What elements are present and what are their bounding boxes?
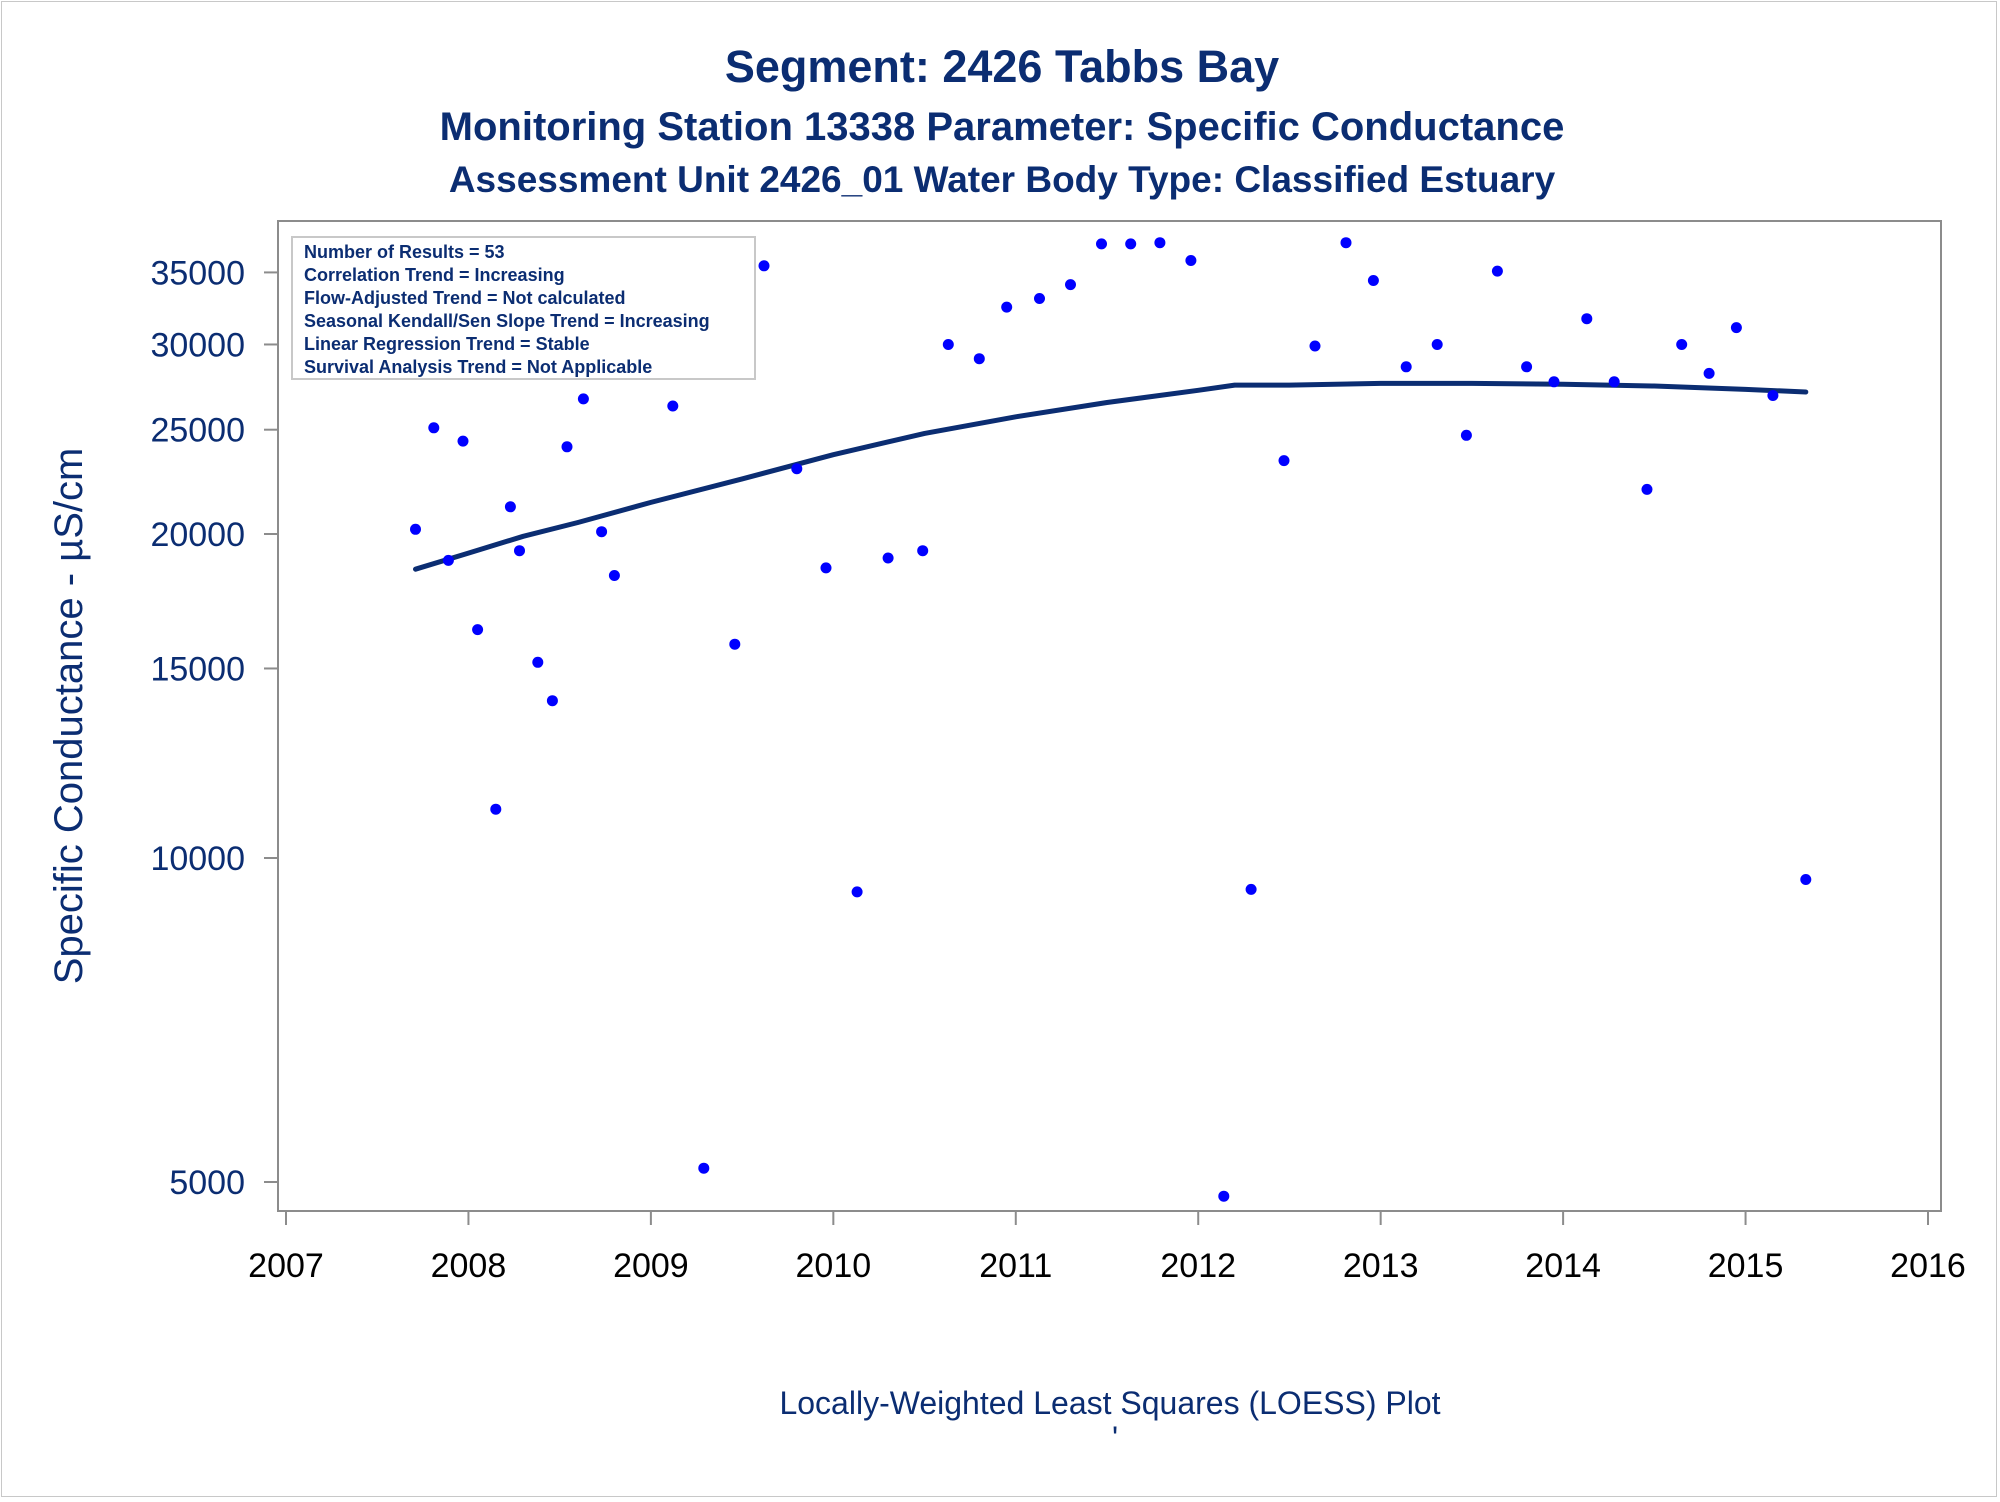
data-point (1521, 361, 1533, 373)
chart-title: Segment: 2426 Tabbs Bay (725, 41, 1279, 92)
data-point (428, 422, 440, 434)
data-point (596, 526, 608, 538)
data-point (1065, 279, 1076, 291)
stats-line: Flow-Adjusted Trend = Not calculated (304, 288, 626, 308)
data-point (1641, 483, 1653, 495)
y-tick-label: 20000 (150, 516, 245, 554)
data-point (490, 803, 502, 815)
data-point (410, 523, 421, 535)
data-point (457, 435, 469, 447)
data-point (1491, 265, 1503, 277)
chart-subtitle: Monitoring Station 13338 Parameter: Spec… (440, 105, 1565, 149)
x-tick-label: 2009 (613, 1247, 689, 1285)
stats-line: Linear Regression Trend = Stable (304, 334, 590, 354)
stats-line: Survival Analysis Trend = Not Applicable (304, 357, 652, 377)
data-point (1581, 313, 1593, 325)
y-tick-label: 25000 (150, 412, 245, 450)
stats-line: Seasonal Kendall/Sen Slope Trend = Incre… (304, 311, 710, 331)
data-point (1800, 874, 1812, 885)
x-axis: 2007 2008 2009 2010 2011 2012 2013 2014 2015 2016 (248, 1211, 1966, 1285)
data-point (1460, 429, 1472, 441)
plot-area-frame (277, 220, 1942, 1212)
data-point (917, 545, 929, 557)
data-point (1431, 339, 1443, 350)
data-point (532, 656, 544, 668)
x-tick-label: 2013 (1343, 1247, 1419, 1285)
data-point (1767, 390, 1779, 401)
data-point (1218, 1190, 1230, 1202)
data-point (973, 353, 985, 365)
data-point (472, 624, 484, 636)
data-point (1034, 293, 1045, 304)
x-tick-label: 2014 (1525, 1247, 1601, 1285)
data-point (504, 501, 516, 513)
data-point (1185, 255, 1197, 266)
data-point (1309, 340, 1321, 352)
data-point (1703, 367, 1715, 379)
data-point (882, 552, 894, 564)
points-layer (410, 237, 1812, 1202)
data-point (1278, 455, 1290, 467)
data-point (1096, 238, 1107, 250)
loess-layer (413, 380, 1809, 572)
data-point (1245, 883, 1257, 895)
y-tick-label: 10000 (150, 840, 245, 878)
data-point (1400, 361, 1412, 373)
data-point (1001, 301, 1013, 313)
data-point (1367, 275, 1379, 286)
data-point (791, 463, 803, 475)
data-point (546, 695, 558, 707)
data-point (1676, 339, 1688, 350)
loess-curve (413, 380, 1809, 572)
stats-box-frame (291, 236, 756, 380)
data-point (1548, 376, 1560, 388)
data-point (942, 339, 954, 350)
y-tick-label: 35000 (150, 254, 245, 292)
data-point (1154, 237, 1166, 249)
y-tick-label: 5000 (169, 1164, 245, 1202)
data-point (667, 400, 679, 412)
data-point (851, 886, 863, 898)
x-tick-label: 2007 (248, 1247, 324, 1285)
data-point (577, 393, 589, 405)
data-point (514, 545, 525, 557)
y-tick-label: 30000 (150, 326, 245, 364)
data-point (442, 554, 454, 566)
x-tick-label: 2012 (1160, 1247, 1236, 1285)
stats-line: Correlation Trend = Increasing (304, 265, 565, 285)
x-tick-label: 2015 (1708, 1247, 1784, 1285)
data-point (1125, 238, 1137, 250)
x-tick-label: 2010 (796, 1247, 872, 1285)
data-point (1608, 376, 1620, 388)
data-point (1730, 322, 1742, 334)
stats-line: Number of Results = 53 (304, 242, 505, 262)
chart-subtitle-2: Assessment Unit 2426_01 Water Body Type:… (449, 159, 1556, 200)
data-point (698, 1162, 710, 1174)
y-axis: 5000 10000 15000 20000 25000 30000 35000 (150, 254, 278, 1202)
data-point (729, 638, 741, 650)
x-tick-label: 2011 (979, 1247, 1052, 1285)
x-tick-label: 2008 (431, 1247, 507, 1285)
x-tick-label: 2016 (1890, 1247, 1966, 1285)
stats-box: Number of Results = 53 Correlation Trend … (291, 236, 756, 380)
data-point (608, 570, 620, 581)
footnote: Locally-Weighted Least Squares (LOESS) P… (779, 1385, 1440, 1421)
data-point (561, 441, 573, 453)
data-point (820, 562, 832, 574)
data-point (758, 260, 770, 272)
y-tick-label: 15000 (150, 650, 245, 688)
data-point (1340, 237, 1352, 249)
y-axis-label: Specific Conductance - µS/cm (47, 448, 91, 985)
footnote-mark: ' (1112, 1420, 1118, 1456)
